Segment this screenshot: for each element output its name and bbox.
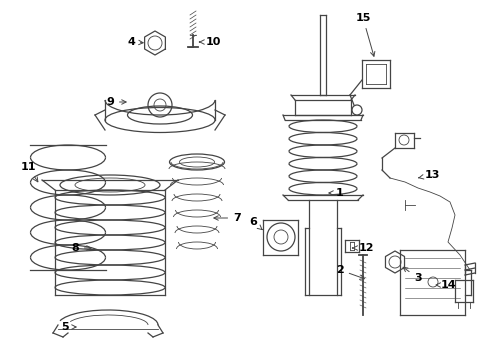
- Text: 9: 9: [106, 97, 126, 107]
- Text: 7: 7: [214, 213, 241, 223]
- Text: 4: 4: [127, 37, 143, 47]
- Text: 2: 2: [336, 265, 365, 279]
- Text: 11: 11: [20, 162, 38, 182]
- Text: 8: 8: [71, 243, 91, 253]
- Text: 15: 15: [355, 13, 375, 56]
- Text: 13: 13: [418, 170, 440, 180]
- Text: 3: 3: [403, 267, 422, 283]
- Text: 10: 10: [199, 37, 220, 47]
- Text: 5: 5: [61, 322, 76, 332]
- Text: 1: 1: [329, 188, 344, 198]
- Text: 14: 14: [436, 280, 456, 290]
- Text: 12: 12: [353, 243, 374, 253]
- Text: 6: 6: [249, 217, 262, 230]
